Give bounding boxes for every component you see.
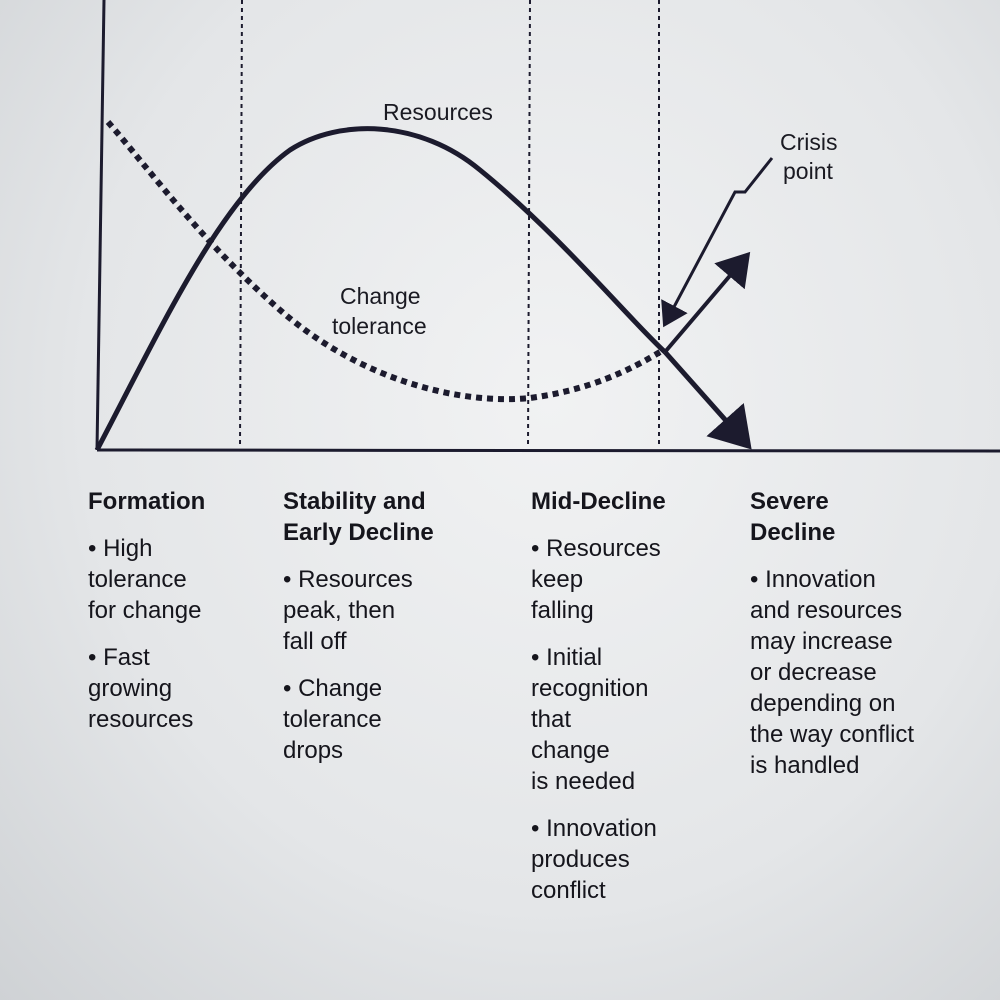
resources-label: Resources [383, 99, 493, 125]
bullet-line: keep [531, 566, 584, 593]
bullet-line: tolerance [88, 566, 187, 593]
bullet-point: • Change tolerance drops [283, 673, 483, 766]
bullet-line: produces [531, 846, 630, 873]
life-cycle-diagram: Resources Change tolerance Crisis point [94, 0, 1000, 453]
bullet-line: the way conflict [750, 721, 915, 748]
phase-divider-2 [527, 0, 531, 448]
bullet-line: is needed [531, 768, 636, 795]
bullet-line: • Innovation [750, 566, 876, 593]
phase-divider-1 [239, 0, 243, 448]
bullet-line: change [531, 737, 610, 764]
bullet-line: fall off [283, 628, 347, 655]
phase-mid-decline: Mid-Decline • Resources keep falling • Initi… [531, 486, 711, 922]
bullet-line: tolerance [283, 706, 382, 733]
bullet-line: may increase [750, 628, 893, 655]
bullet-line: • Change [283, 675, 383, 702]
bullet-point: • Resources peak, then fall off [283, 564, 483, 657]
bullet-line: resources [88, 706, 194, 733]
resources-curve [94, 126, 667, 452]
phase-title: Stability and Early Decline [283, 486, 483, 548]
phase-title-line: Mid-Decline [531, 488, 666, 515]
phase-title-line: Decline [750, 519, 836, 546]
bullet-line: for change [88, 597, 202, 624]
change-tolerance-label-2: tolerance [332, 313, 427, 339]
crisis-label: Crisis [780, 129, 838, 155]
bullet-point: • Innovation produces conflict [531, 813, 711, 906]
bullet-line: • High [88, 535, 153, 562]
crisis-point-arrow [661, 157, 774, 328]
bullet-line: drops [283, 737, 344, 764]
phase-title-line: Formation [88, 488, 206, 515]
bullet-line: peak, then [283, 597, 396, 624]
crisis-label-2: point [783, 158, 833, 184]
bullet-line: that [531, 706, 572, 733]
bullet-line: and resources [750, 597, 903, 624]
bullet-line: • Resources [531, 535, 661, 562]
phase-title-line: Severe [750, 488, 829, 515]
phase-formation: Formation • High tolerance for change • Fast… [88, 486, 278, 751]
severe-decline-down-arrow [663, 350, 752, 450]
x-axis [96, 448, 1000, 453]
bullet-line: is handled [750, 752, 860, 779]
bullet-point: • Initial recognition that change is needed [531, 642, 711, 797]
severe-decline-up-arrow [663, 251, 751, 354]
bullet-point: • Innovation and resources may increase or … [750, 564, 960, 781]
phase-title: Formation [88, 486, 278, 517]
phase-title-line: Early Decline [283, 519, 434, 546]
change-tolerance-label: Change [340, 283, 421, 309]
bullet-line: falling [531, 597, 594, 624]
phase-title: Severe Decline [750, 486, 960, 548]
bullet-line: • Resources [283, 566, 413, 593]
bullet-line: • Innovation [531, 815, 657, 842]
bullet-point: • Resources keep falling [531, 533, 711, 626]
phase-title: Mid-Decline [531, 486, 711, 517]
bullet-line: depending on [750, 690, 896, 717]
bullet-line: • Initial [531, 644, 603, 671]
y-axis [95, 0, 106, 451]
bullet-line: or decrease [750, 659, 877, 686]
bullet-point: • Fast growing resources [88, 642, 278, 735]
bullet-line: conflict [531, 877, 606, 904]
phase-stability-early-decline: Stability and Early Decline • Resources pea… [283, 486, 483, 782]
bullet-line: recognition [531, 675, 649, 702]
phase-title-line: Stability and [283, 488, 426, 515]
bullet-line: growing [88, 675, 173, 702]
bullet-point: • High tolerance for change [88, 533, 278, 626]
change-tolerance-curve [105, 120, 662, 403]
bullet-line: • Fast [88, 644, 150, 671]
phase-severe-decline: Severe Decline • Innovation and resources ma… [750, 486, 960, 797]
